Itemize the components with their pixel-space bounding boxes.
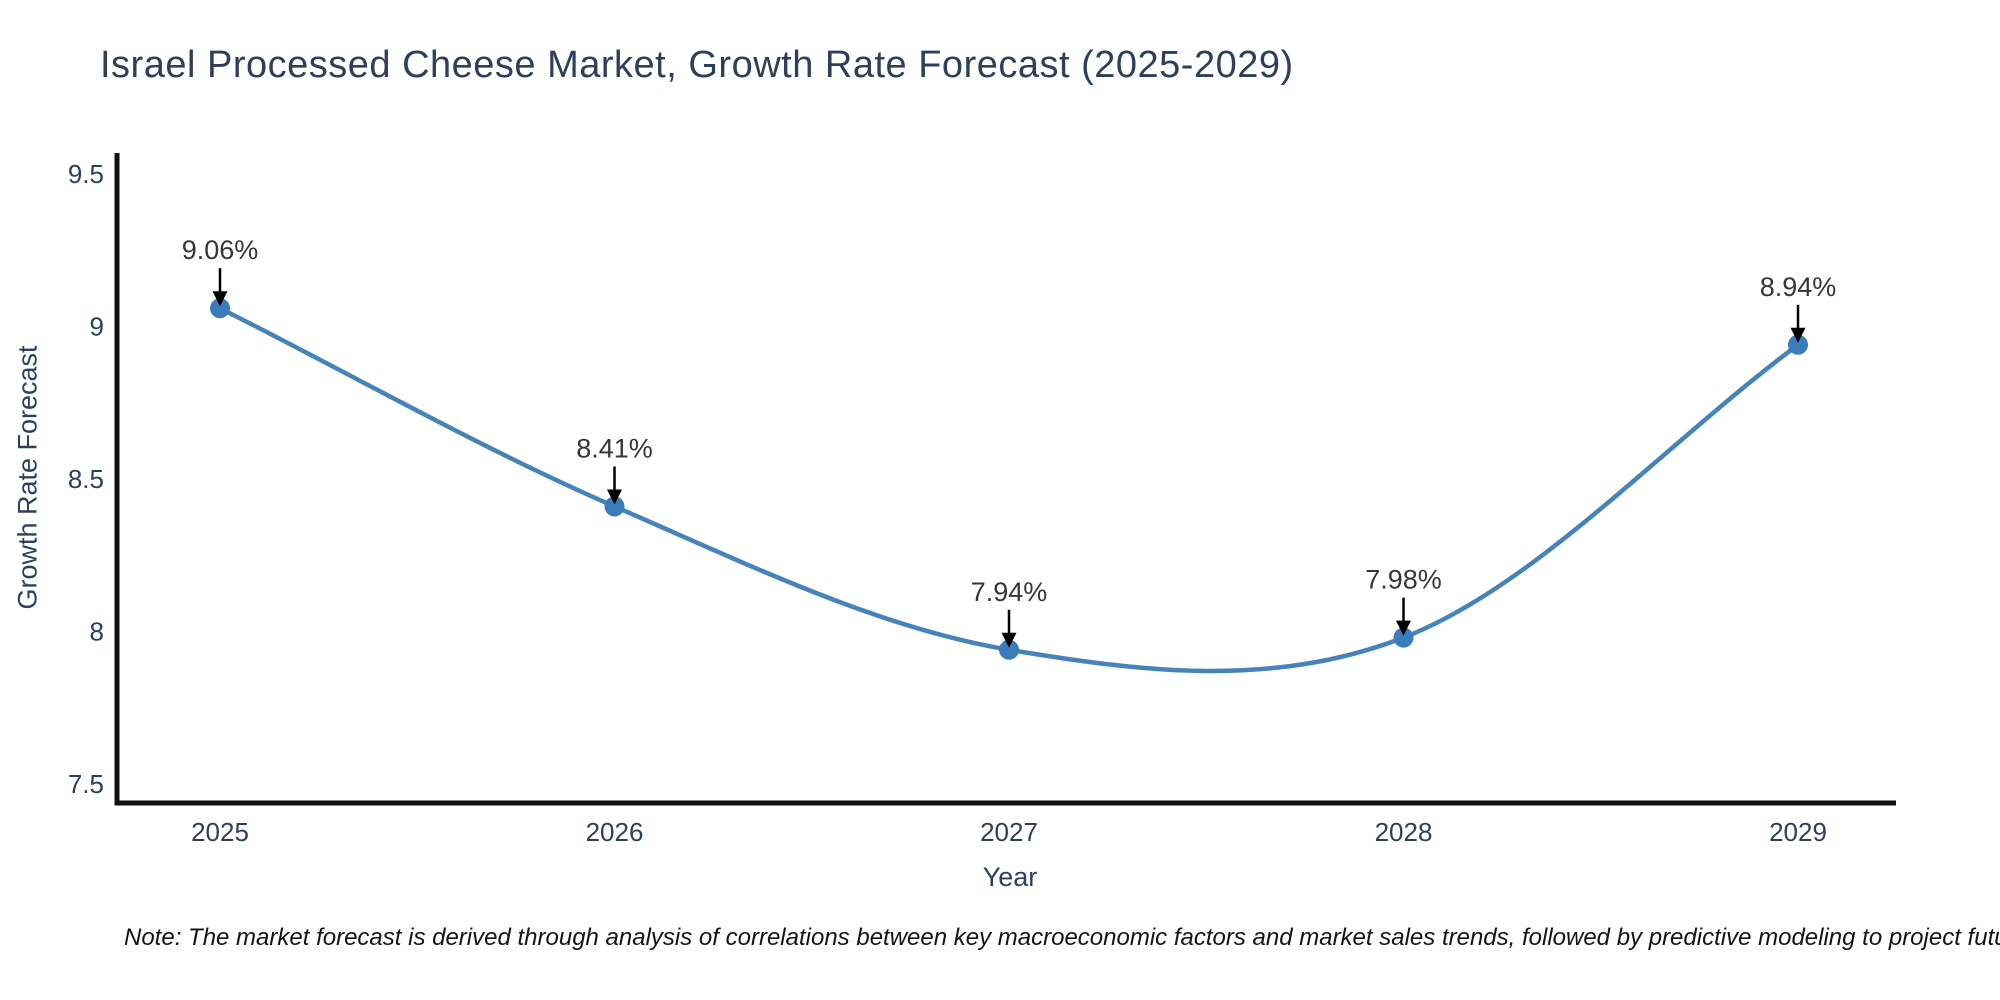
- annotation-arrowhead: [1001, 632, 1017, 648]
- y-tick-label: 9: [90, 312, 104, 342]
- x-tick-label: 2025: [191, 817, 249, 847]
- x-tick-label: 2027: [980, 817, 1038, 847]
- data-point: [1788, 334, 1808, 355]
- data-point-label: 8.94%: [1760, 272, 1837, 302]
- annotation-arrowhead: [607, 489, 622, 505]
- chart-title: Israel Processed Cheese Market, Growth R…: [100, 44, 1294, 86]
- annotation-arrowhead: [212, 291, 228, 307]
- data-point: [604, 496, 625, 517]
- data-point-label: 8.41%: [576, 433, 653, 463]
- annotation-arrowhead: [1790, 327, 1806, 343]
- data-point-label: 7.94%: [971, 577, 1048, 607]
- y-tick-label: 7.5: [68, 769, 104, 799]
- data-point-label: 7.98%: [1365, 565, 1442, 595]
- x-tick-label: 2028: [1375, 817, 1433, 847]
- y-tick-label: 8.5: [68, 464, 104, 494]
- y-tick-label: 8: [90, 617, 104, 647]
- data-point-label: 9.06%: [182, 235, 259, 265]
- data-point: [999, 639, 1019, 660]
- annotation-arrowhead: [1396, 620, 1411, 636]
- data-point: [1393, 627, 1414, 648]
- x-tick-label: 2026: [586, 817, 644, 847]
- data-point: [210, 298, 230, 319]
- x-tick-label: 2029: [1769, 817, 1827, 847]
- x-axis-title: Year: [982, 862, 1038, 892]
- footnote: Note: The market forecast is derived thr…: [124, 924, 2000, 951]
- y-tick-label: 9.5: [68, 159, 104, 189]
- y-axis-title: Growth Rate Forecast: [12, 345, 43, 610]
